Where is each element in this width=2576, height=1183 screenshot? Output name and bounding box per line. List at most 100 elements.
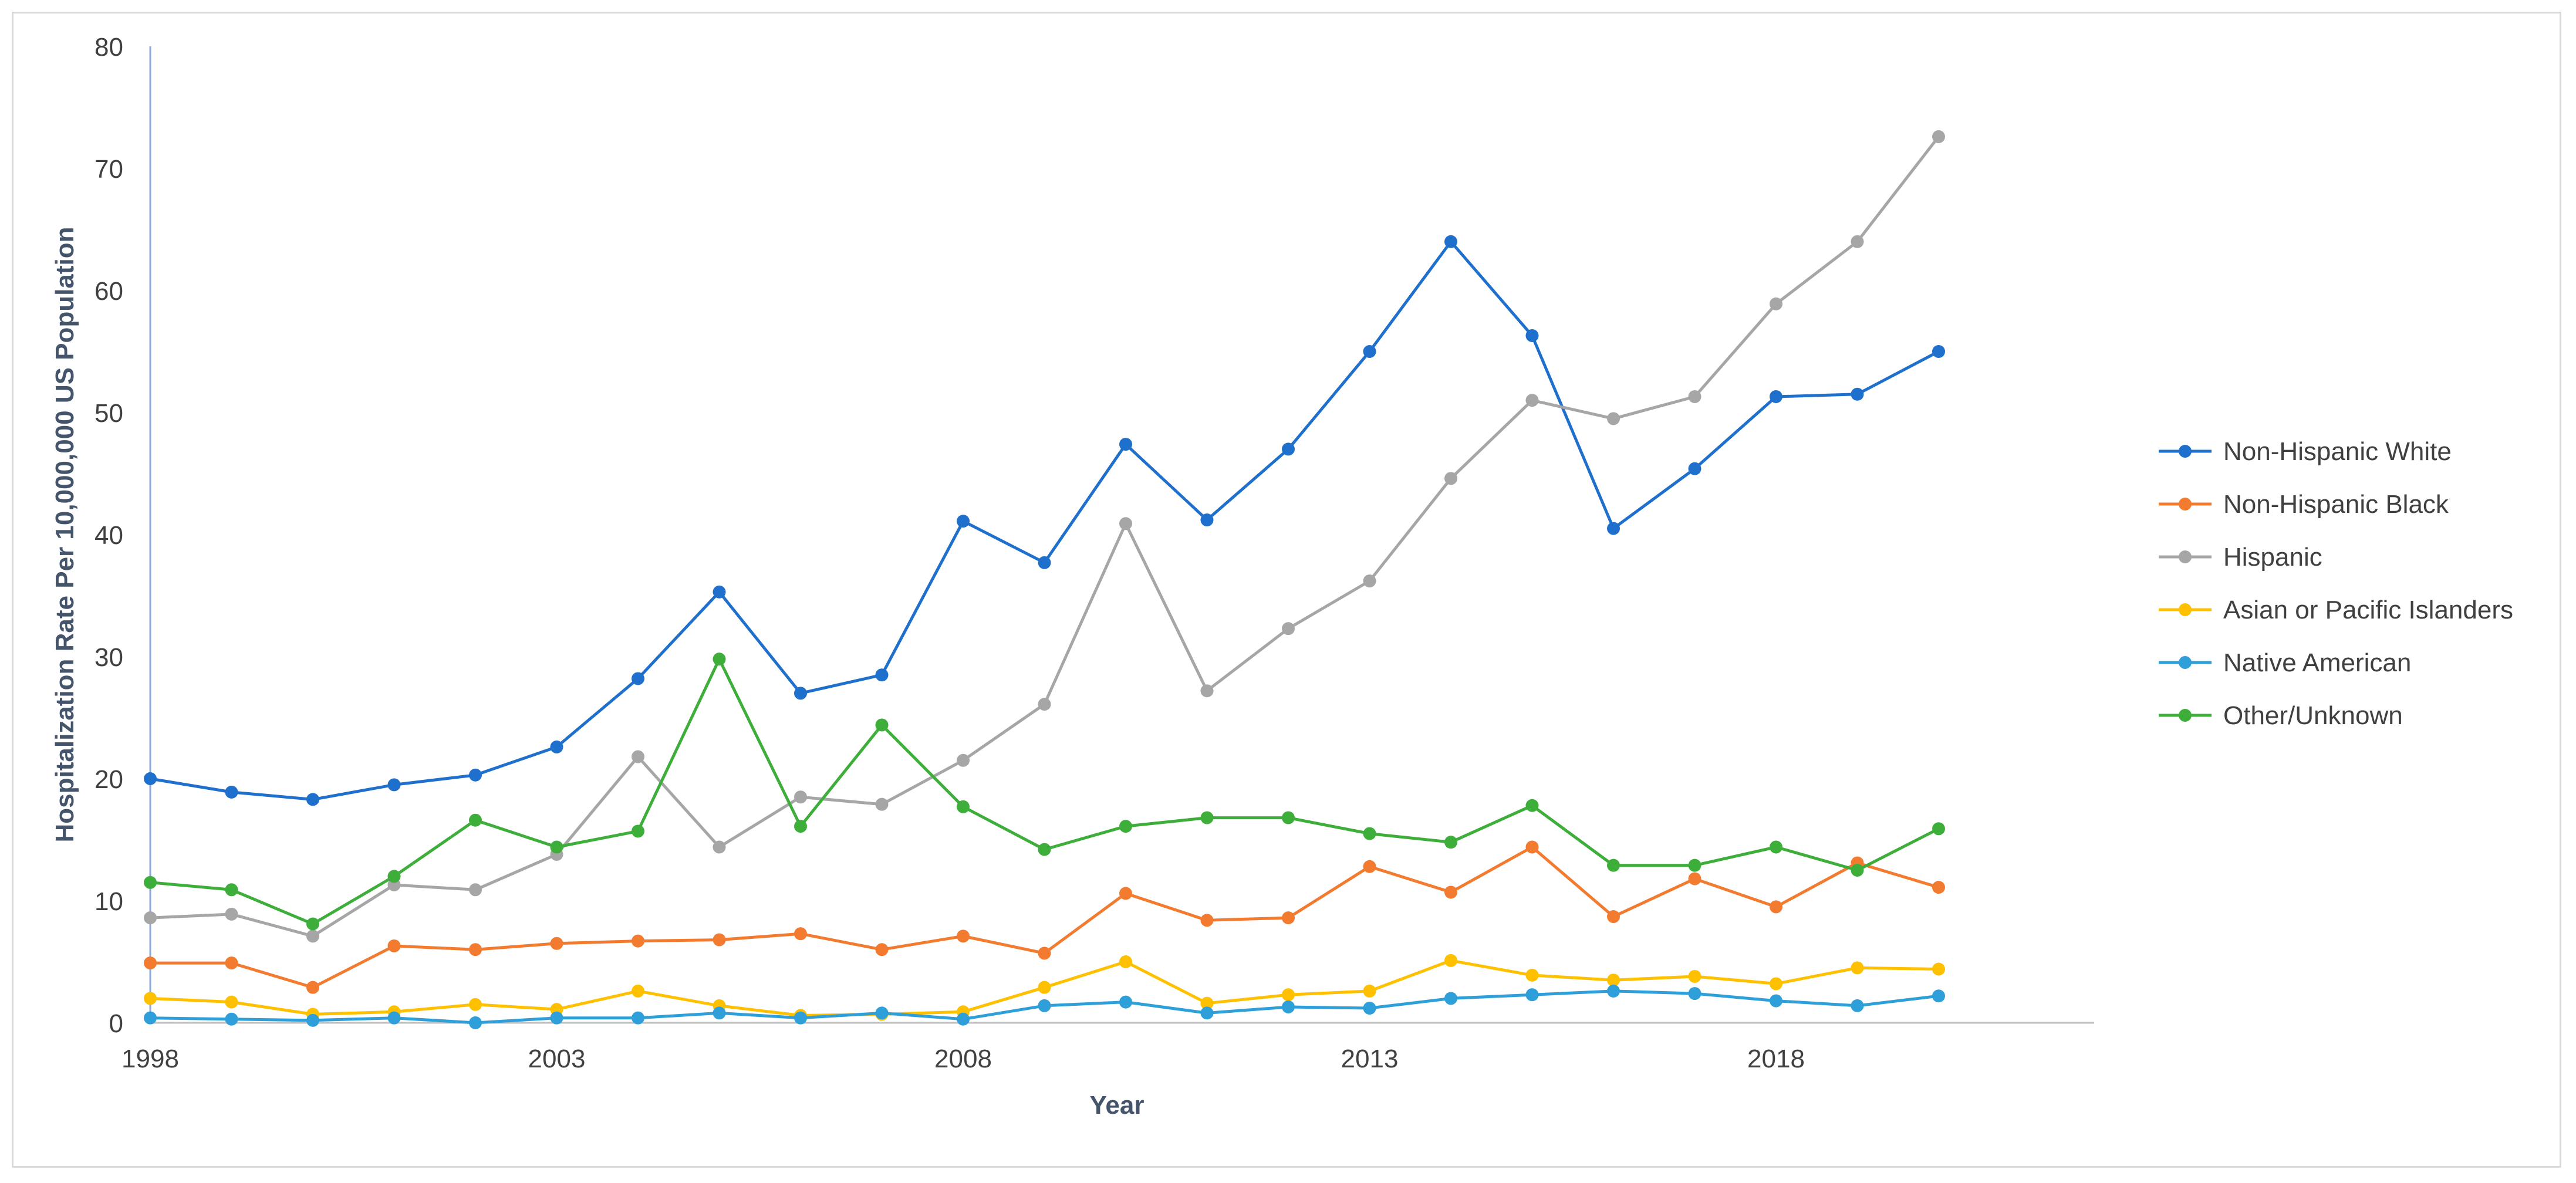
data-point bbox=[306, 793, 319, 806]
data-point bbox=[1525, 968, 1539, 982]
data-point bbox=[1038, 999, 1051, 1012]
data-point bbox=[1200, 996, 1214, 1010]
data-point bbox=[306, 981, 319, 994]
data-point bbox=[1932, 130, 1945, 143]
x-tick-label: 1998 bbox=[121, 1045, 179, 1073]
data-point bbox=[469, 768, 482, 782]
data-point bbox=[225, 907, 238, 921]
data-point bbox=[1444, 954, 1457, 967]
data-point bbox=[1688, 462, 1701, 475]
data-point bbox=[1363, 860, 1376, 873]
y-tick-label: 20 bbox=[94, 765, 123, 794]
data-point bbox=[1525, 394, 1539, 407]
series-non-hispanic-white bbox=[144, 235, 1945, 806]
data-point bbox=[713, 1006, 726, 1020]
data-point bbox=[1119, 438, 1132, 451]
data-point bbox=[1607, 858, 1620, 872]
data-point bbox=[1851, 387, 1864, 401]
data-point bbox=[1444, 885, 1457, 899]
data-point bbox=[550, 840, 563, 854]
data-point bbox=[1851, 999, 1864, 1012]
data-point bbox=[1200, 513, 1214, 527]
data-point bbox=[1363, 345, 1376, 358]
y-tick-label: 70 bbox=[94, 155, 123, 184]
data-point bbox=[1607, 910, 1620, 924]
y-tick-label: 0 bbox=[109, 1009, 123, 1038]
data-point bbox=[794, 790, 807, 804]
y-tick-label: 30 bbox=[94, 643, 123, 672]
data-point bbox=[1688, 858, 1701, 872]
data-point bbox=[1444, 235, 1457, 248]
series-layer bbox=[144, 130, 1945, 1029]
series-line bbox=[150, 136, 1940, 938]
data-point bbox=[1688, 390, 1701, 403]
legend-swatch-marker bbox=[2179, 445, 2192, 458]
data-point bbox=[1525, 329, 1539, 342]
data-point bbox=[1770, 297, 1782, 310]
y-tick-label: 50 bbox=[94, 399, 123, 428]
data-point bbox=[957, 1012, 970, 1026]
y-tick-label: 80 bbox=[94, 33, 123, 62]
legend-swatch-marker bbox=[2179, 656, 2192, 669]
y-tick-label: 40 bbox=[94, 521, 123, 550]
series-line bbox=[150, 240, 1940, 801]
data-point bbox=[1038, 947, 1051, 960]
data-point bbox=[1770, 900, 1782, 914]
data-point bbox=[1607, 522, 1620, 535]
series-other-unknown bbox=[144, 653, 1945, 931]
data-point bbox=[1688, 872, 1701, 885]
data-point bbox=[144, 1011, 157, 1025]
legend-label: Other/Unknown bbox=[2223, 701, 2403, 730]
x-tick-label: 2013 bbox=[1341, 1045, 1399, 1073]
y-tick-label: 10 bbox=[94, 887, 123, 916]
data-point bbox=[225, 956, 238, 970]
data-point bbox=[1688, 969, 1701, 983]
data-point bbox=[794, 820, 807, 833]
y-tick-label: 60 bbox=[94, 277, 123, 306]
legend: Non-Hispanic White Non-Hispanic Black Hisp… bbox=[2159, 437, 2513, 730]
data-point bbox=[1607, 412, 1620, 425]
data-point bbox=[1038, 556, 1051, 569]
data-point bbox=[1038, 981, 1051, 994]
data-point bbox=[1119, 820, 1132, 833]
data-point bbox=[1363, 984, 1376, 998]
chart-frame: 0 10 20 30 40 50 60 70 80 1998 2003 2008 2013 2018 No… bbox=[12, 12, 2561, 1168]
data-point bbox=[306, 930, 319, 943]
data-point bbox=[1688, 987, 1701, 1001]
x-tick-label: 2018 bbox=[1747, 1045, 1805, 1073]
legend-label: Asian or Pacific Islanders bbox=[2223, 596, 2513, 624]
data-point bbox=[1363, 1002, 1376, 1015]
data-point bbox=[875, 718, 889, 732]
data-point bbox=[632, 1011, 644, 1025]
data-point bbox=[144, 911, 157, 925]
data-point bbox=[469, 883, 482, 897]
data-point bbox=[1607, 984, 1620, 998]
data-point bbox=[1282, 1000, 1295, 1013]
data-point bbox=[794, 1011, 807, 1025]
series-line bbox=[150, 846, 1939, 989]
data-point bbox=[1038, 843, 1051, 856]
data-point bbox=[1932, 822, 1945, 836]
data-point bbox=[1525, 988, 1539, 1002]
data-point bbox=[225, 1012, 238, 1026]
data-point bbox=[794, 687, 807, 700]
data-point bbox=[713, 840, 726, 854]
data-point bbox=[632, 750, 644, 763]
data-point bbox=[957, 515, 970, 528]
legend-swatch-marker bbox=[2179, 550, 2192, 563]
data-point bbox=[469, 813, 482, 827]
legend-label: Native American bbox=[2223, 648, 2411, 677]
x-tick-label: 2003 bbox=[528, 1045, 586, 1073]
data-point bbox=[1282, 622, 1295, 636]
data-point bbox=[1607, 974, 1620, 987]
data-point bbox=[1119, 517, 1132, 530]
data-point bbox=[1525, 799, 1539, 812]
data-point bbox=[550, 740, 563, 753]
series-native-american bbox=[144, 984, 1945, 1029]
line-chart: 0 10 20 30 40 50 60 70 80 1998 2003 2008 2013 2018 No… bbox=[50, 33, 2513, 1120]
data-point bbox=[713, 585, 726, 599]
data-point bbox=[875, 1006, 889, 1020]
data-point bbox=[1200, 811, 1214, 824]
data-point bbox=[1770, 977, 1782, 991]
legend-swatch-marker bbox=[2179, 603, 2192, 616]
